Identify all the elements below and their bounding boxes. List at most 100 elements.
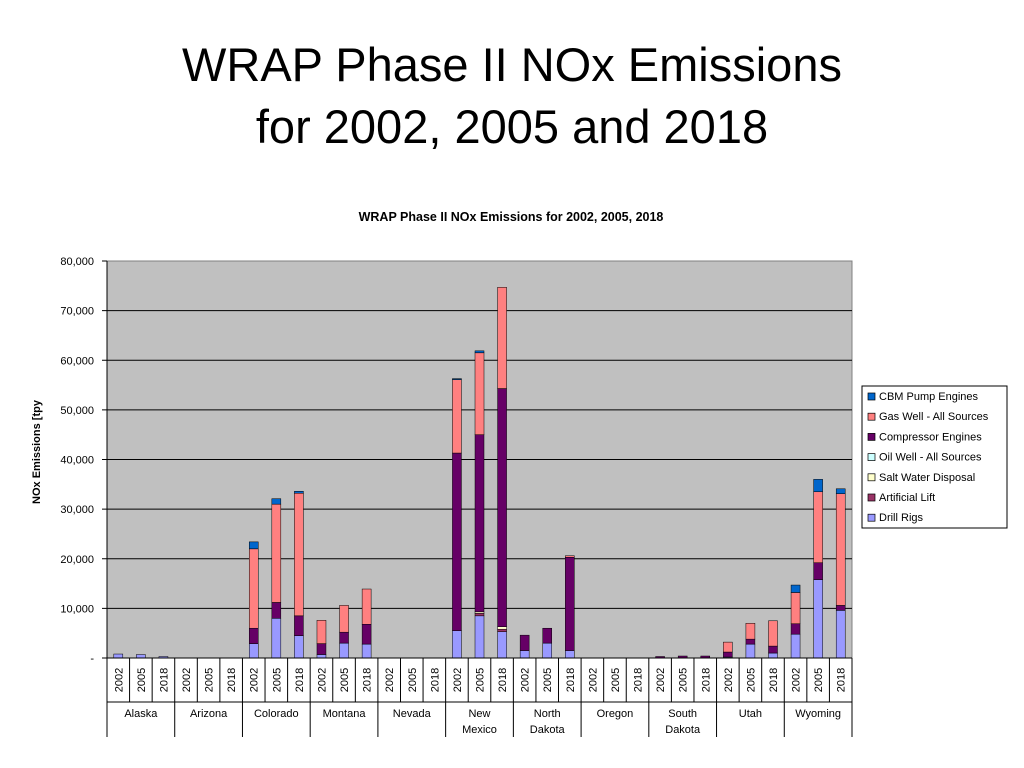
bar-segment [271, 602, 282, 619]
y-tick-label: 50,000 [60, 405, 94, 417]
bar-segment [294, 635, 304, 659]
bar-segment [248, 541, 259, 550]
y-axis-label: NOx Emissions [tpy [31, 399, 43, 504]
legend-label: Compressor Engines [879, 431, 982, 443]
bar-segment [452, 630, 462, 659]
bar-segment [835, 488, 846, 494]
x-year-label: 2002 [113, 668, 125, 692]
x-group-label: Wyoming [795, 708, 841, 720]
bar-segment [248, 548, 259, 629]
x-year-label: 2018 [700, 668, 712, 692]
bar-segment [474, 434, 485, 613]
bar-segment [565, 650, 575, 659]
legend-label: Drill Rigs [879, 512, 924, 524]
x-year-label: 2005 [542, 668, 554, 692]
legend-label: CBM Pump Engines [879, 391, 979, 403]
bar-segment [271, 498, 282, 505]
bar-segment [745, 623, 756, 640]
x-year-label: 2005 [678, 668, 690, 692]
legend: CBM Pump Engines Gas Well - All Sources Co… [861, 385, 1008, 529]
chart-title: WRAP Phase II NOx Emissions for 2002, 20… [359, 210, 664, 224]
y-tick-label: 40,000 [60, 455, 94, 467]
x-group-label: Dakota [665, 724, 701, 736]
x-group-label: Utah [739, 708, 762, 720]
bar-segment [835, 493, 846, 606]
x-group-label: Dakota [530, 724, 566, 736]
x-year-label: 2002 [249, 668, 261, 692]
y-tick-label: 30,000 [60, 504, 94, 516]
bar-segment [316, 654, 327, 659]
x-year-label: 2002 [452, 668, 464, 692]
x-year-label: 2018 [633, 668, 645, 692]
x-year-label: 2018 [768, 668, 780, 692]
bar-segment [452, 452, 462, 631]
bar-segment [813, 491, 823, 563]
bar-segment [361, 643, 372, 659]
legend-label: Salt Water Disposal [879, 472, 975, 484]
y-tick-label: 60,000 [60, 355, 94, 367]
bar-segment [339, 642, 349, 659]
bar-segment [813, 562, 823, 580]
bar-segment [294, 615, 304, 636]
bar-segment [745, 643, 756, 659]
x-group-label: Alaska [124, 708, 158, 720]
bar-stacks [113, 287, 846, 659]
bar-segment [723, 641, 733, 653]
x-group-label: South [668, 708, 697, 720]
slide-title-line-1: WRAP Phase II NOx Emissions [182, 38, 842, 91]
legend-swatch [867, 412, 876, 421]
slide-title: WRAP Phase II NOx Emissions for 2002, 20… [0, 34, 1024, 158]
x-year-label: 2018 [226, 668, 238, 692]
bar-segment [542, 642, 552, 659]
bar-segment [790, 623, 801, 635]
x-year-label: 2002 [520, 668, 532, 692]
bar-segment [813, 579, 823, 659]
bar-segment [497, 287, 507, 389]
bar-segment [339, 605, 349, 633]
x-year-label: 2002 [655, 668, 667, 692]
x-year-label: 2018 [429, 668, 441, 692]
bar-segment [452, 378, 462, 380]
bar-segment [745, 638, 756, 645]
bar-segment [339, 631, 349, 644]
x-year-label: 2002 [181, 668, 193, 692]
x-year-label: 2018 [497, 668, 509, 692]
bar-segment [790, 633, 801, 659]
x-year-label: 2002 [723, 668, 735, 692]
x-group-label: Nevada [393, 708, 432, 720]
bar-segment [316, 620, 327, 644]
x-year-label: 2005 [136, 668, 148, 692]
slide-title-line-2: for 2002, 2005 and 2018 [255, 100, 769, 153]
bar-segment [768, 652, 778, 659]
bar-segment [790, 584, 801, 593]
bar-segment [519, 650, 530, 659]
x-year-label: 2018 [158, 668, 170, 692]
bar-segment [768, 645, 778, 654]
x-year-label: 2005 [610, 668, 622, 692]
x-group-label: Arizona [190, 708, 228, 720]
x-year-label: 2005 [745, 668, 757, 692]
bar-segment [294, 491, 304, 494]
bar-segment [271, 503, 282, 603]
x-year-label: 2005 [339, 668, 351, 692]
bar-segment [768, 620, 778, 647]
y-tick-label: 20,000 [60, 554, 94, 566]
x-year-label: 2002 [384, 668, 396, 692]
bar-segment [565, 555, 575, 558]
bar-segment [474, 352, 485, 435]
bar-segment [497, 631, 507, 659]
bar-segment [474, 613, 485, 617]
bar-segment [542, 627, 552, 644]
bar-segment [790, 592, 801, 625]
x-group-label: Montana [323, 708, 367, 720]
legend-swatch [867, 453, 876, 461]
bar-segment [361, 588, 372, 625]
x-year-label: 2018 [362, 668, 374, 692]
x-group-label: North [534, 708, 561, 720]
bar-segment [248, 643, 259, 659]
bar-segment [136, 654, 146, 659]
y-tick-label: - [90, 653, 94, 665]
bar-segment [813, 479, 823, 493]
bar-segment [294, 492, 304, 617]
x-group-label: Colorado [254, 708, 299, 720]
